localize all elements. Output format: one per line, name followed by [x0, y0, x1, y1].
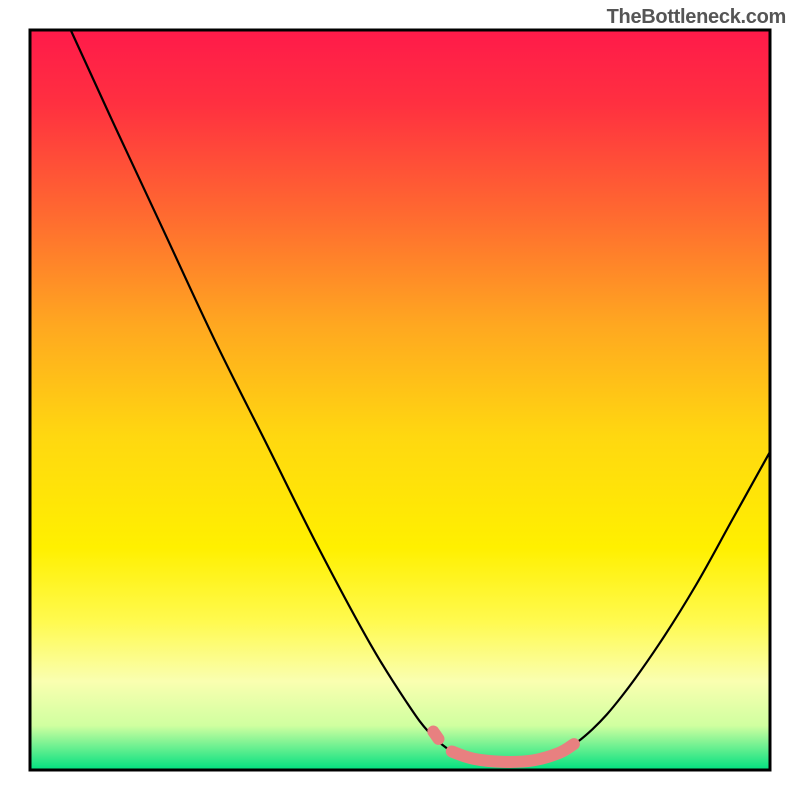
watermark-text: TheBottleneck.com: [607, 6, 786, 29]
bottleneck-chart: TheBottleneck.com: [0, 0, 800, 800]
plot-background: [30, 30, 770, 770]
highlight-segment: [433, 732, 438, 739]
chart-svg: [0, 0, 800, 800]
